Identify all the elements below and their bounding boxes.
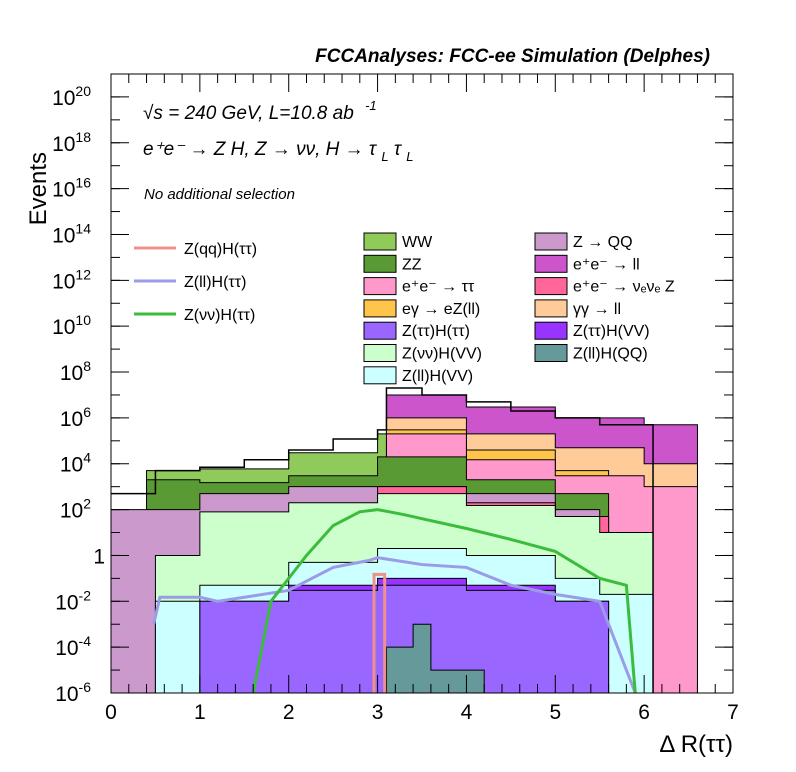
y-tick-label: 1020 [52, 83, 91, 110]
x-tick-label: 7 [727, 701, 739, 724]
legend-right-label: e⁺e⁻ → ll [573, 256, 640, 273]
x-tick-label: 3 [372, 701, 384, 724]
y-tick-label: 106 [60, 404, 91, 431]
stack-z-h- [199, 584, 610, 694]
y-tick-label: 1012 [52, 266, 91, 293]
legend-mid-label: Z(ττ)H(ττ) [402, 323, 470, 340]
y-tick-label: 1018 [52, 129, 91, 156]
lumi-exponent: -1 [365, 98, 377, 113]
legend-right-label: e⁺e⁻ → νₑνₑ Z [573, 279, 675, 296]
x-tick-label: 6 [638, 701, 650, 724]
legend-mid-swatch [363, 277, 397, 296]
legend-left-label: Z(qq)H(ττ) [184, 241, 257, 258]
y-tick-label: 102 [60, 496, 91, 523]
axes: 0 1 2 3 4 5 6 710-610-410-211021041061081010101… [52, 73, 739, 724]
legend-right-label: Z(ll)H(QQ) [573, 346, 648, 363]
legend-mid-swatch [363, 344, 397, 362]
legend: Z(qq)H(ττ) Z(ll)H(ττ) Z(νν)H(ττ) WW ZZ e⁺e⁻ →… [134, 232, 675, 385]
y-tick-label: 10-4 [55, 633, 91, 660]
legend-mid-label: Z(νν)H(VV) [402, 346, 482, 363]
energy-label: √s = 240 GeV, L=10.8 ab [143, 103, 354, 124]
tau2-label: τ [394, 139, 403, 160]
legend-right-swatch [534, 299, 568, 318]
legend-right-label: Z → QQ [573, 234, 633, 251]
x-tick-label: 1 [194, 701, 206, 724]
legend-right-swatch [534, 232, 568, 251]
legend-mid-label: WW [402, 234, 433, 251]
signal-z-qq-h- [372, 572, 387, 693]
selection-label: No additional selection [144, 186, 295, 203]
signal-z-h- [251, 508, 637, 694]
legend-right-swatch [534, 344, 568, 362]
y-tick-label: 1016 [52, 175, 91, 202]
legend-right-label: Z(ττ)H(VV) [573, 323, 650, 340]
process-label: e⁺e⁻ → Z H, Z → νν, H → τ [143, 139, 378, 160]
y-tick-label: 108 [60, 358, 91, 385]
legend-mid-swatch [363, 321, 397, 340]
y-tick-label: 1 [93, 545, 105, 568]
plot-area [110, 387, 698, 694]
y-tick-label: 104 [60, 450, 91, 477]
annotations: √s = 240 GeV, L=10.8 ab -1 e⁺e⁻ → Z H, Z… [143, 98, 413, 203]
svg-text:e⁺e⁻ → Z H, Z → νν, H → τ: e⁺e⁻ → Z H, Z → νν, H → τ L τ L [143, 139, 413, 166]
y-tick-label: 1014 [52, 220, 91, 247]
legend-mid-swatch [363, 299, 397, 318]
legend-right-label: γγ → ll [573, 301, 621, 318]
x-tick-label: 2 [283, 701, 295, 724]
x-tick-label: 0 [105, 701, 117, 724]
y-axis-label: Events [25, 152, 52, 225]
legend-mid-swatch [363, 232, 397, 251]
legend-mid-label: eγ → eZ(ll) [402, 301, 480, 318]
tau-subscript: L [381, 149, 388, 164]
plot-frame [110, 73, 734, 694]
chart-title: FCCAnalyses: FCC-ee Simulation (Delphes) [315, 46, 710, 67]
x-axis-label: Δ R(ττ) [659, 731, 733, 758]
y-tick-label: 10-6 [55, 679, 91, 706]
legend-mid-label: ZZ [402, 256, 422, 273]
tau2-subscript: L [406, 149, 413, 164]
signal-z-ll-h- [152, 556, 637, 694]
y-tick-label: 1010 [52, 312, 91, 339]
stack-total-envelope [111, 387, 654, 693]
legend-mid-label: e⁺e⁻ → ττ [402, 279, 475, 296]
legend-mid-label: Z(ll)H(VV) [402, 368, 473, 385]
svg-text:√s = 240 GeV, L=10.8 ab: √s = 240 GeV, L=10.8 ab -1 [143, 98, 377, 124]
y-tick-label: 10-2 [55, 587, 91, 614]
legend-left-label: Z(ll)H(ττ) [184, 274, 246, 291]
legend-right-swatch [534, 321, 568, 340]
legend-right-swatch [534, 254, 568, 273]
x-tick-label: 5 [549, 701, 561, 724]
legend-mid-swatch [363, 366, 397, 385]
legend-right-swatch [534, 277, 568, 296]
legend-left-label: Z(νν)H(ττ) [184, 307, 255, 324]
legend-mid-swatch [363, 254, 397, 273]
x-tick-label: 4 [461, 701, 473, 724]
